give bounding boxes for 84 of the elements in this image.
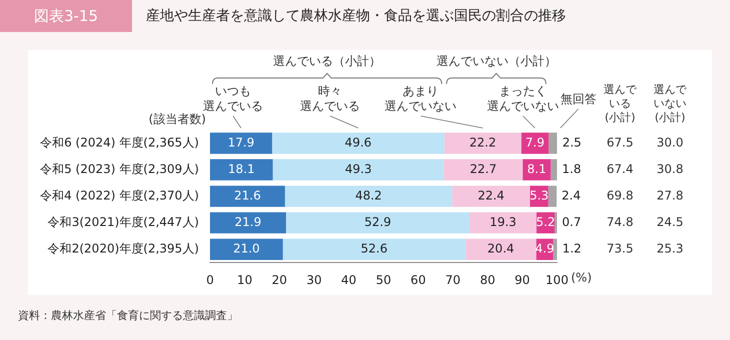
bar: [444, 159, 523, 180]
text: 資料：農林水産省「食育に関する意識調査」: [18, 308, 238, 323]
data-label: 0.7: [562, 214, 582, 229]
data-label: 49.3: [344, 162, 372, 176]
data-label: 7.9: [525, 135, 545, 150]
data-label: 22.2: [469, 135, 496, 150]
x-tick-label: 100: [546, 272, 568, 287]
bar: [465, 238, 536, 260]
x-tick-label: 20: [272, 272, 288, 287]
bar: [210, 132, 272, 154]
data-label: 22.7: [470, 162, 497, 176]
data-label: 49.6: [344, 135, 372, 150]
x-tick-label: 80: [480, 272, 496, 287]
data-label: 5.2: [536, 214, 556, 229]
bar: [550, 159, 557, 180]
x-tick-label: 60: [410, 272, 426, 287]
y-tick-label: 令和5 (2023) 年度(2,309人): [40, 162, 199, 176]
bar: [548, 132, 557, 154]
bar: [210, 212, 286, 234]
y-tick-label: 令和6 (2024) 年度(2,365人): [40, 135, 199, 150]
data-label: 1.2: [562, 241, 582, 256]
bar: [470, 212, 537, 234]
data-label: 5.3: [530, 188, 549, 202]
series-label: まったく選んでいない: [486, 84, 559, 114]
series-label: あまり選んでいない: [384, 84, 457, 114]
bar: [444, 132, 522, 154]
bar: [553, 238, 557, 260]
x-tick-label: 10: [237, 272, 252, 287]
x-tick-label: 0: [206, 272, 214, 287]
data-label: 18.1: [228, 162, 255, 176]
bar: [210, 186, 285, 207]
text: 69.8: [606, 188, 634, 202]
text: 30.8: [656, 162, 684, 176]
text: 図表3-15: [0, 0, 132, 32]
bar: [452, 186, 530, 207]
text: 選んでいる(小計): [604, 82, 638, 124]
text: 30.0: [656, 135, 684, 150]
text: 67.4: [606, 162, 634, 176]
text: 選んでいる（小計）: [273, 54, 382, 68]
data-label: 21.0: [233, 241, 260, 256]
text: 選んでいない(小計): [654, 82, 688, 124]
text: 無回答: [560, 92, 596, 106]
x-tick-label: 30: [306, 272, 322, 287]
bar: [548, 186, 557, 207]
y-tick-label: 令和3(2021)年度(2,447人): [48, 214, 199, 229]
y-axis-title: (該当者数): [148, 112, 206, 126]
data-label: 19.3: [490, 214, 516, 229]
data-label: 2.4: [562, 188, 581, 202]
data-label: 22.4: [478, 188, 504, 202]
y-tick-label: 令和2(2020)年度(2,395人): [48, 241, 199, 256]
series-label: 時々選んでいる: [300, 84, 360, 114]
text: 73.5: [606, 241, 634, 256]
x-tick-label: 50: [376, 272, 392, 287]
text: 27.8: [656, 188, 684, 202]
series-label: いつも選んでいる: [203, 84, 264, 114]
bar: [284, 186, 452, 207]
data-label: 20.4: [487, 241, 514, 256]
x-tick-label: 40: [341, 272, 356, 287]
text: 74.8: [606, 214, 634, 229]
data-label: 21.9: [234, 214, 262, 229]
text: 24.5: [656, 214, 684, 229]
data-label: 48.2: [355, 188, 382, 202]
text: 25.3: [656, 241, 684, 256]
data-label: 52.9: [364, 214, 392, 229]
bar: [282, 238, 466, 260]
chart-title: 産地や生産者を意識して農林水産物・食品を選ぶ国民の割合の推移: [146, 7, 566, 26]
data-label: 2.5: [562, 135, 582, 150]
y-tick-label: 令和4 (2022) 年度(2,370人): [40, 188, 199, 202]
x-tick-label: 70: [445, 272, 461, 287]
bar: [210, 238, 283, 260]
data-label: 21.6: [234, 188, 261, 202]
text: 選んでいない（小計）: [436, 54, 556, 68]
bar: [272, 132, 444, 154]
data-label: 8.1: [527, 162, 546, 176]
text: 67.5: [606, 135, 634, 150]
bar: [210, 159, 273, 180]
bar: [272, 159, 444, 180]
bar: [286, 212, 470, 234]
bar: [522, 159, 551, 180]
data-label: 52.6: [360, 241, 388, 256]
data-label: 1.8: [562, 162, 582, 176]
x-tick-label: 90: [514, 272, 530, 287]
data-label: 17.9: [228, 135, 254, 150]
x-axis-title: (%): [571, 270, 592, 285]
